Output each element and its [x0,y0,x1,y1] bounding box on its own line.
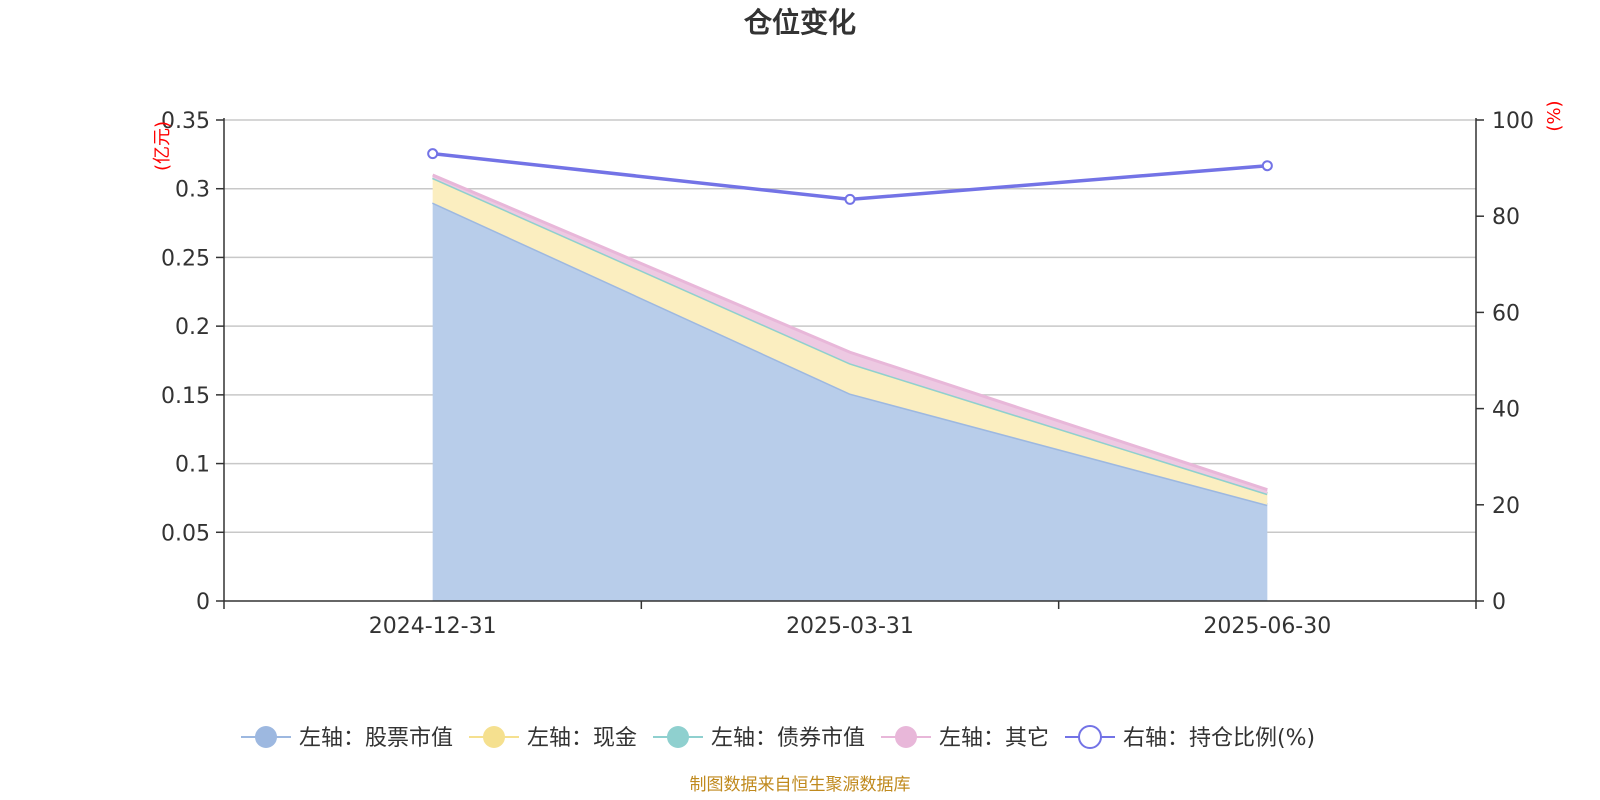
legend-label: 左轴：债券市值 [711,726,865,751]
legend-label: 左轴：股票市值 [299,726,453,751]
legend-marker [255,726,277,748]
right-axis-tick-label: 0 [1492,590,1506,615]
right-axis-tick-label: 100 [1492,109,1534,134]
legend-item[interactable]: 右轴：持仓比例(%) [1065,725,1315,751]
left-axis-unit: (亿元) [152,121,173,171]
area-f5e08f [432,177,1268,505]
right-axis-unit: (%) [1544,100,1565,131]
right-axis-tick-label: 80 [1492,205,1520,230]
legend-label: 左轴：其它 [939,726,1049,751]
area-9db8e0 [432,202,1268,601]
legend-label: 右轴：持仓比例(%) [1123,726,1315,751]
x-axis-tick-label: 2025-06-30 [1203,614,1331,639]
chart-title: 仓位变化 [744,6,856,39]
left-axis-tick-label: 0.35 [161,109,210,134]
x-axis-tick-label: 2025-03-31 [786,614,914,639]
legend-item[interactable]: 左轴：现金 [469,726,637,751]
area-top-line [432,173,1268,492]
right-axis-tick-label: 20 [1492,494,1520,519]
left-axis-tick-label: 0.15 [161,384,210,409]
ratio-point[interactable] [1261,160,1273,172]
left-axis-tick-label: 0.1 [175,453,210,478]
legend[interactable]: 左轴：股票市值 左轴：现金 左轴：债券市值 左轴：其它 右轴：持仓比例(%) [241,725,1315,751]
x-axis-tick-label: 2024-12-31 [369,614,497,639]
axes: 0 0.05 0.1 0.15 0.2 0.25 0.3 0.35 0 20 40 60 80 100 20… [161,109,1534,639]
legend-item[interactable]: 左轴：其它 [881,726,1049,751]
left-axis-tick-label: 0 [196,590,210,615]
legend-item[interactable]: 左轴：债券市值 [653,726,865,751]
legend-marker [667,726,689,748]
ratio-point[interactable] [427,148,439,160]
legend-marker [895,726,917,748]
left-axis-tick-label: 0.25 [161,246,210,271]
left-axis-tick-label: 0.3 [175,178,210,203]
legend-item[interactable]: 左轴：股票市值 [241,726,453,751]
left-axis-tick-label: 0.2 [175,315,210,340]
area-top-line [432,176,1268,496]
left-axis-tick-label: 0.05 [161,521,210,546]
right-axis-tick-label: 40 [1492,398,1520,423]
right-axis-tick-label: 60 [1492,301,1520,326]
legend-label: 左轴：现金 [527,726,637,751]
legend-marker [1078,725,1102,749]
data-source-note: 制图数据来自恒生聚源数据库 [690,775,911,795]
holding-ratio-line [427,148,1273,205]
stacked-areas [432,173,1268,601]
legend-marker [483,726,505,748]
ratio-point[interactable] [844,193,856,205]
ratio-line-path [432,151,1268,202]
